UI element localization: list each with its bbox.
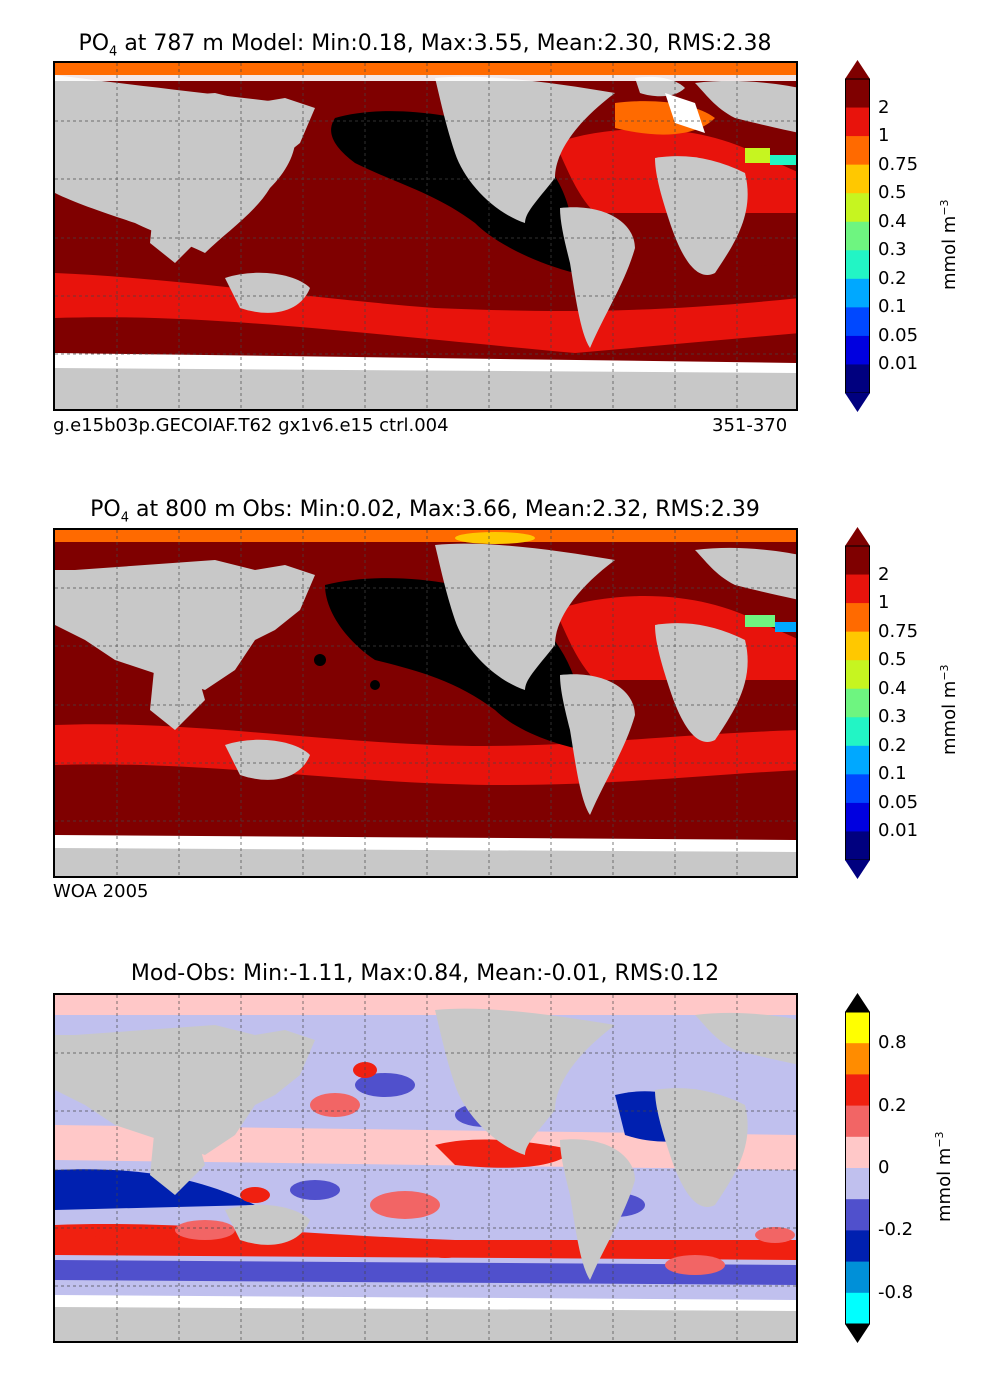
colorbar-tick-label: 0.5 bbox=[878, 649, 907, 671]
colorbar-segment bbox=[845, 1074, 870, 1107]
colorbar-segment bbox=[845, 193, 870, 223]
colorbar-segment bbox=[845, 364, 870, 394]
colorbar-segment bbox=[845, 1292, 870, 1325]
colorbar-tick-label: 2 bbox=[878, 563, 890, 585]
colorbar-segment bbox=[845, 574, 870, 604]
panel1-colorbar-svg bbox=[845, 60, 870, 412]
panel2-caption-left: WOA 2005 bbox=[53, 881, 149, 902]
colorbar-segment bbox=[845, 79, 870, 109]
colorbar-segment bbox=[845, 1105, 870, 1138]
panel3-map bbox=[53, 993, 798, 1343]
colorbar-segment bbox=[845, 631, 870, 661]
panel1-colorbar bbox=[845, 60, 870, 412]
colorbar-tick-label: 0.75 bbox=[878, 153, 919, 175]
colorbar-tick-label: 0.2 bbox=[878, 267, 907, 289]
colorbar-segment bbox=[845, 250, 870, 280]
panel3-colorbar-svg bbox=[845, 993, 870, 1343]
colorbar-segment bbox=[845, 278, 870, 308]
panel2-colorbar-svg bbox=[845, 527, 870, 879]
colorbar-segment bbox=[845, 831, 870, 861]
colorbar-segment bbox=[845, 802, 870, 832]
colorbar-tick-label: 0.4 bbox=[878, 677, 907, 699]
colorbar-segment bbox=[845, 107, 870, 137]
colorbar-tick-label: 0.2 bbox=[878, 734, 907, 756]
panel3-title: Mod-Obs: Min:-1.11, Max:0.84, Mean:-0.01… bbox=[130, 961, 720, 986]
panel3-colorbar bbox=[845, 993, 870, 1343]
panel2-unit-label: mmol m−3 bbox=[938, 664, 960, 755]
colorbar-segment bbox=[845, 660, 870, 690]
colorbar-segment bbox=[845, 1043, 870, 1075]
colorbar-segment bbox=[845, 1012, 870, 1044]
colorbar-tick-label: 1 bbox=[878, 125, 890, 147]
colorbar-tick-label: 0.1 bbox=[878, 763, 907, 785]
colorbar-segment bbox=[845, 774, 870, 804]
colorbar-tick-label: 0.3 bbox=[878, 706, 907, 728]
colorbar-tick-label: 0.05 bbox=[878, 791, 919, 813]
colorbar-tick-label: 0.3 bbox=[878, 239, 907, 261]
colorbar-tick-label: 0.01 bbox=[878, 353, 919, 375]
panel1-caption-left: g.e15b03p.GECOIAF.T62 gx1v6.e15 ctrl.004 bbox=[53, 415, 449, 436]
colorbar-tick-label: -0.8 bbox=[878, 1281, 914, 1303]
colorbar-segment bbox=[845, 221, 870, 251]
colorbar-segment bbox=[845, 603, 870, 633]
panel2-colorbar bbox=[845, 527, 870, 879]
colorbar-tick-label: 0.2 bbox=[878, 1094, 907, 1116]
colorbar-segment bbox=[845, 164, 870, 194]
colorbar-tick-label: 0.01 bbox=[878, 820, 919, 842]
colorbar-tick-label: 0 bbox=[878, 1157, 890, 1178]
colorbar-tick-label: 0.05 bbox=[878, 324, 919, 346]
colorbar-tick-label: -0.2 bbox=[878, 1219, 914, 1241]
colorbar-segment bbox=[845, 1261, 870, 1294]
colorbar-segment bbox=[845, 1168, 870, 1200]
colorbar-tick-label: 0.1 bbox=[878, 296, 907, 318]
colorbar-tick-label: 0.8 bbox=[878, 1032, 907, 1054]
panel1-map bbox=[53, 61, 798, 411]
colorbar-segment bbox=[845, 688, 870, 718]
colorbar-segment bbox=[845, 546, 870, 576]
colorbar-tick-label: 1 bbox=[878, 592, 890, 614]
colorbar-segment bbox=[845, 1199, 870, 1231]
panel1-caption-right: 351-370 bbox=[712, 415, 788, 436]
panel1-title: PO4 at 787 m Model: Min:0.18, Max:3.55, … bbox=[78, 31, 772, 60]
panel3-unit-label: mmol m−3 bbox=[933, 1131, 955, 1222]
colorbar-segment bbox=[845, 335, 870, 365]
colorbar-segment bbox=[845, 717, 870, 747]
panel2-title: PO4 at 800 m Obs: Min:0.02, Max:3.66, Me… bbox=[90, 497, 760, 526]
colorbar-segment bbox=[845, 136, 870, 166]
colorbar-tick-label: 0.75 bbox=[878, 620, 919, 642]
colorbar-segment bbox=[845, 307, 870, 337]
colorbar-tick-label: 0.5 bbox=[878, 182, 907, 204]
colorbar-segment bbox=[845, 1230, 870, 1263]
colorbar-segment bbox=[845, 745, 870, 775]
panel1-unit-label: mmol m−3 bbox=[938, 199, 960, 290]
colorbar-tick-label: 0.4 bbox=[878, 210, 907, 232]
colorbar-segment bbox=[845, 1136, 870, 1169]
panel2-map bbox=[53, 528, 798, 878]
colorbar-tick-label: 2 bbox=[878, 96, 890, 118]
